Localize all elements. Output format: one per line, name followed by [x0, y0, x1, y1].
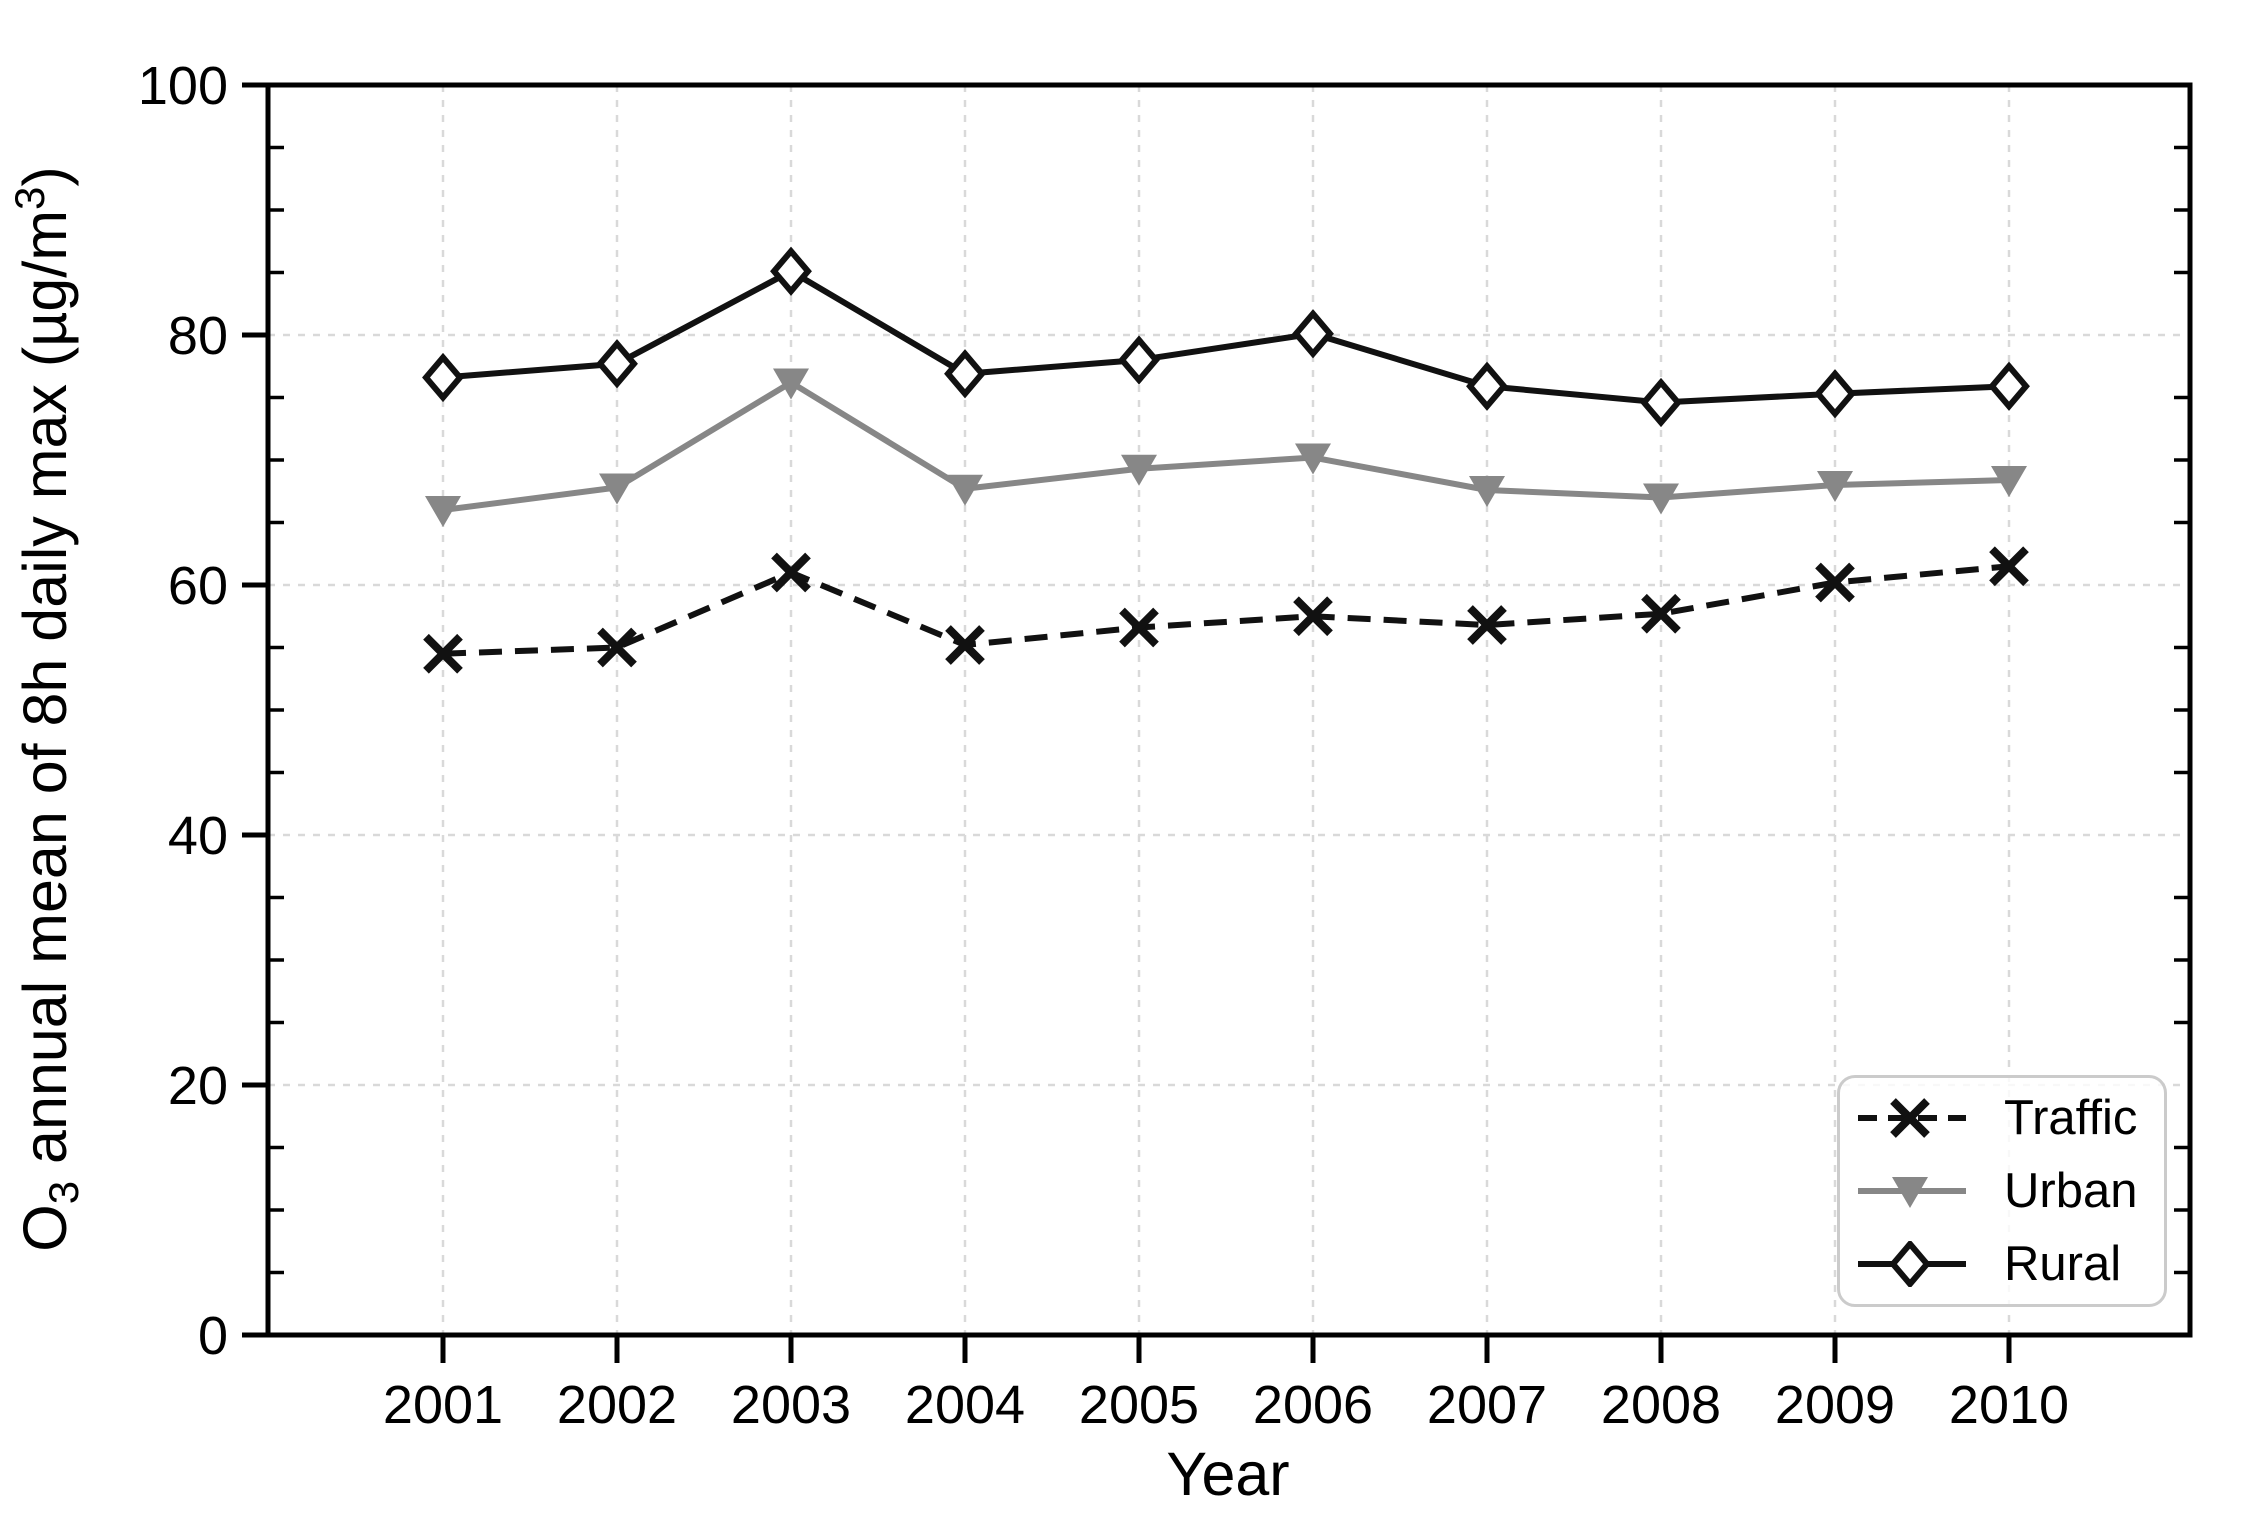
- x-tick-label: 2010: [1949, 1375, 2069, 1435]
- triangle-down-marker: [1121, 454, 1157, 486]
- diamond-marker: [1466, 361, 1508, 411]
- triangle-down-marker: [599, 473, 635, 505]
- y-axis-title-close: ): [11, 166, 79, 186]
- x-marker: [1989, 546, 2029, 587]
- x-tick-label: 2003: [731, 1375, 851, 1435]
- y-tick-label: 20: [168, 1056, 228, 1116]
- x-tick-label: 2008: [1601, 1375, 1721, 1435]
- y-axis-title-superscript: 3: [6, 187, 53, 210]
- legend-item-traffic: Traffic: [1856, 1082, 2164, 1155]
- triangle-down-marker: [1892, 1177, 1928, 1208]
- x-marker: [1119, 607, 1159, 648]
- diamond-marker: [1814, 369, 1856, 419]
- tick-labels: 2001 2002 2003 2004 2005 2006 2007 2008 2009 2010…: [138, 56, 2069, 1435]
- diamond-marker: [1988, 361, 2030, 411]
- traffic-line-marker-icon: [1858, 1098, 1966, 1138]
- plot-border: [265, 82, 2193, 1338]
- x-tick-label: 2006: [1253, 1375, 1373, 1435]
- y-tick-label: 0: [198, 1306, 228, 1366]
- triangle-down-marker: [1991, 466, 2027, 497]
- triangle-down-marker: [1643, 483, 1679, 515]
- diamond-marker: [944, 349, 986, 399]
- y-axis-title-mid: annual mean of 8h daily max (µg/m: [11, 210, 79, 1181]
- series-line-urban: [442, 378, 2010, 513]
- x-tick-label: 2004: [905, 1375, 1025, 1435]
- x-axis-title: Year: [1166, 1440, 1289, 1508]
- series-line-traffic: [442, 563, 2010, 657]
- diamond-marker: [422, 352, 464, 403]
- y-axis-title: O3 annual mean of 8h daily max (µg/m3): [6, 166, 87, 1251]
- legend-item-urban: Urban: [1856, 1155, 2164, 1228]
- y-tick-label: 40: [168, 806, 228, 866]
- legend: Traffic Urban Rural: [1837, 1075, 2167, 1307]
- diamond-marker: [1889, 1241, 1931, 1287]
- x-tick-label: 2001: [383, 1375, 503, 1435]
- triangle-down-marker: [947, 474, 983, 506]
- x-marker: [423, 633, 463, 674]
- triangle-down-marker: [1469, 476, 1505, 507]
- plot-area: 2001 2002 2003 2004 2005 2006 2007 2008 2009 2010…: [138, 56, 2193, 1435]
- legend-item-rural: Rural: [1856, 1228, 2164, 1301]
- x-marker: [1467, 605, 1507, 645]
- diamond-marker: [1640, 377, 1682, 428]
- y-tick-label: 60: [168, 556, 228, 616]
- legend-label-traffic: Traffic: [2004, 1090, 2138, 1145]
- triangle-down-marker: [425, 496, 461, 527]
- x-marker: [771, 552, 811, 593]
- x-tick-label: 2009: [1775, 1375, 1895, 1435]
- diamond-marker: [770, 246, 812, 296]
- axis-ticks: [242, 82, 2190, 1363]
- rural-line-marker-icon: [1858, 1241, 1966, 1287]
- x-marker: [597, 627, 637, 668]
- diamond-marker: [1118, 335, 1160, 385]
- diamond-marker: [1292, 309, 1334, 359]
- urban-line-marker-icon: [1858, 1177, 1966, 1208]
- y-tick-label: 100: [138, 56, 228, 116]
- y-axis-title-subscript: 3: [40, 1181, 87, 1204]
- x-marker: [1641, 593, 1681, 634]
- series-line-rural: [442, 267, 2010, 406]
- x-tick-label: 2005: [1079, 1375, 1199, 1435]
- legend-label-rural: Rural: [2004, 1236, 2122, 1291]
- diamond-marker: [596, 339, 638, 389]
- triangle-down-marker: [773, 368, 809, 400]
- x-marker: [1815, 562, 1855, 603]
- x-tick-label: 2002: [557, 1375, 677, 1435]
- y-tick-label: 80: [168, 306, 228, 366]
- x-marker: [1293, 596, 1333, 637]
- x-marker: [1890, 1098, 1930, 1138]
- series-lines: [422, 246, 2030, 674]
- triangle-down-marker: [1295, 443, 1331, 475]
- y-axis-title-base: O: [11, 1204, 79, 1251]
- legend-label-urban: Urban: [2004, 1163, 2138, 1218]
- triangle-down-marker: [1817, 471, 1853, 502]
- x-tick-label: 2007: [1427, 1375, 1547, 1435]
- x-marker: [945, 625, 985, 665]
